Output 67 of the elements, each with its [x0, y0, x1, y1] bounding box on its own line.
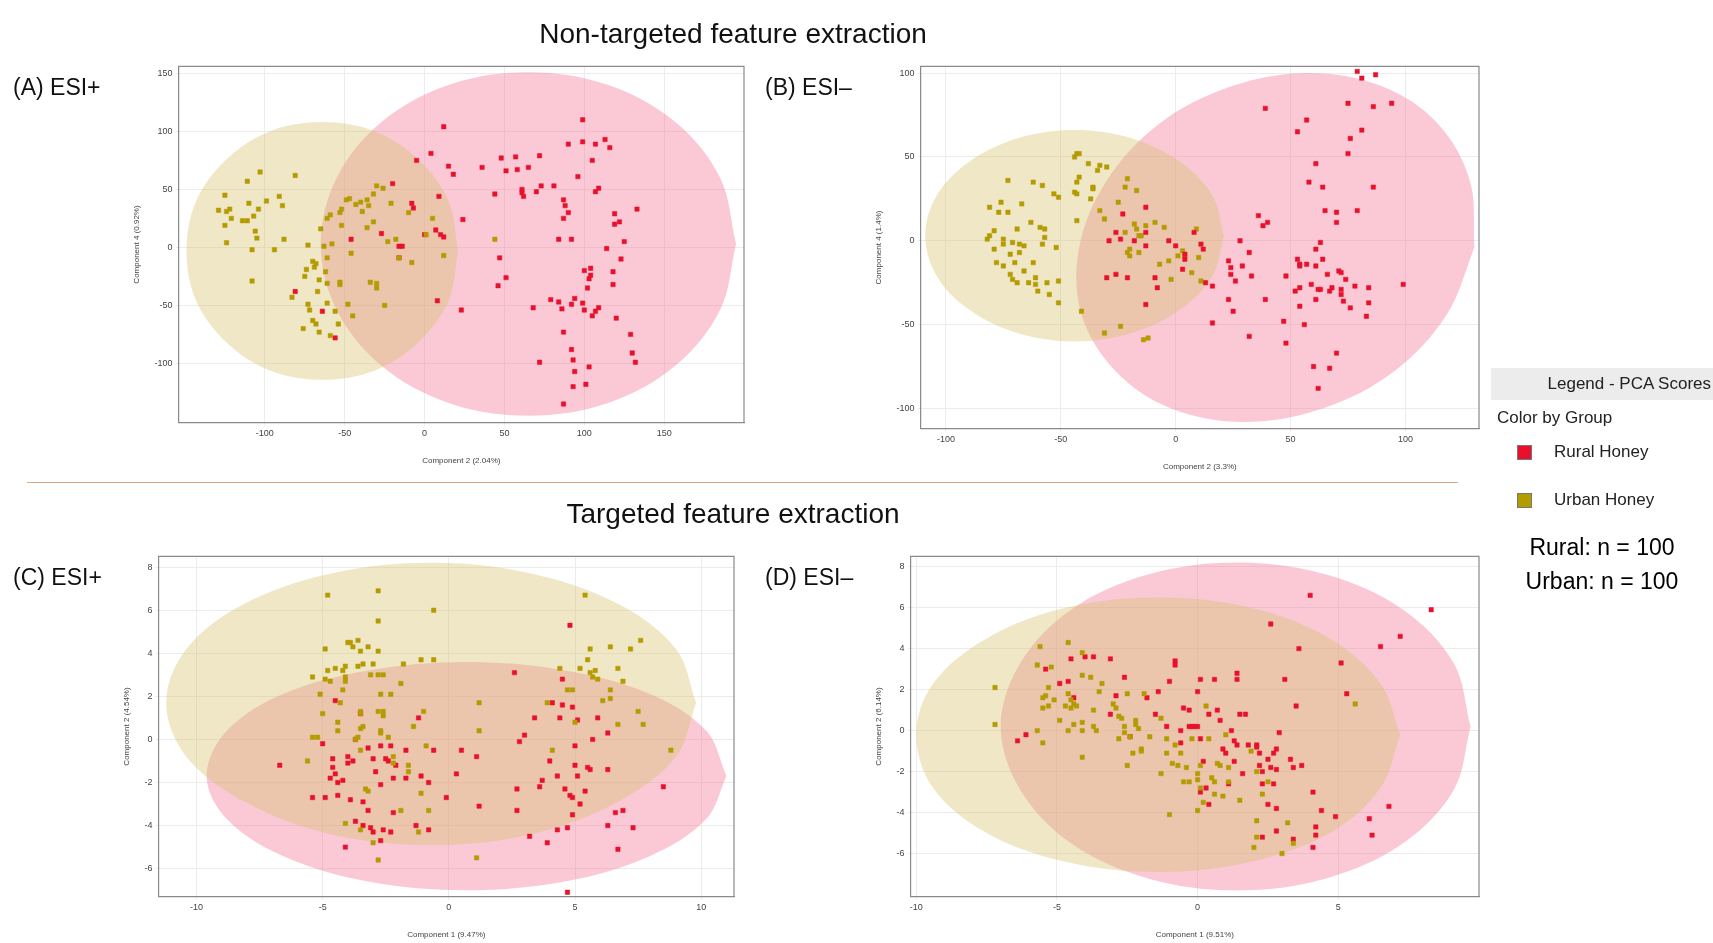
x-axis-title: Component 1 (9.47%)	[407, 930, 486, 940]
y-tick-label: -100	[154, 357, 173, 368]
chart-subtitle: (D) ESI–	[765, 564, 854, 591]
x-tick-label: 100	[576, 428, 592, 439]
x-tick-label: -10	[189, 902, 203, 913]
y-tick-label: -100	[896, 402, 915, 413]
x-tick-label: 0	[422, 428, 428, 439]
x-tick-label: 10	[696, 902, 707, 913]
y-tick-label: 0	[167, 241, 173, 252]
text: Urban: n = 100	[1524, 567, 1680, 596]
x-tick-label: 5	[1335, 902, 1341, 913]
legend-title: Legend - PCA Scores	[1491, 368, 1713, 400]
y-tick-label: -2	[896, 766, 905, 777]
x-axis-title: Component 1 (9.51%)	[1155, 930, 1235, 940]
y-tick-label: -4	[896, 807, 905, 818]
x-tick-label: 0	[1195, 902, 1201, 913]
y-axis-title: Component 2 (4.54%)	[122, 687, 131, 766]
x-tick-label: 50	[499, 428, 510, 439]
chart-subtitle: (B) ESI–	[765, 74, 852, 101]
y-tick-label: -50	[159, 299, 173, 310]
y-tick-label: 100	[157, 125, 173, 136]
text: Color by Group	[1496, 407, 1614, 428]
x-tick-label: -100	[255, 428, 274, 439]
y-tick-label: -50	[901, 319, 915, 330]
y-tick-label: 2	[899, 684, 905, 695]
x-tick-label: -100	[936, 434, 955, 445]
y-tick-label: 0	[899, 725, 905, 736]
text: Rural: n = 100	[1528, 533, 1676, 562]
x-tick-label: 0	[446, 902, 452, 913]
y-tick-label: 8	[147, 561, 153, 572]
x-tick-label: -5	[1052, 902, 1061, 913]
x-tick-label: 0	[1173, 434, 1179, 445]
chart-title: Targeted feature extraction	[565, 498, 901, 530]
legend-label: Rural Honey	[1554, 442, 1649, 462]
x-axis-title: Component 2 (3.3%)	[1162, 462, 1238, 472]
y-tick-label: -6	[144, 863, 153, 874]
y-tick-label: 100	[899, 67, 915, 78]
y-tick-label: -2	[144, 776, 153, 787]
y-tick-label: 150	[157, 67, 173, 78]
x-axis-title: Component 2 (2.04%)	[422, 456, 501, 466]
chart-subtitle: (A) ESI+	[13, 74, 101, 101]
y-tick-label: 2	[147, 690, 153, 701]
y-tick-label: 8	[899, 561, 905, 572]
y-tick-label: 50	[162, 183, 173, 194]
y-axis-title: Component 4 (1.4%)	[874, 210, 883, 285]
x-tick-label: -5	[318, 902, 327, 913]
y-tick-label: 6	[899, 602, 905, 613]
y-tick-label: 50	[904, 151, 915, 162]
chart-title: Non-targeted feature extraction	[538, 18, 928, 50]
x-tick-label: 150	[656, 428, 672, 439]
x-tick-label: -50	[1054, 434, 1068, 445]
x-tick-label: 50	[1285, 434, 1296, 445]
y-tick-label: 0	[909, 235, 915, 246]
x-tick-label: 100	[1397, 434, 1413, 445]
y-tick-label: -4	[144, 820, 153, 831]
y-tick-label: 6	[147, 604, 153, 615]
y-tick-label: -6	[896, 848, 905, 859]
x-tick-label: -10	[909, 902, 923, 913]
chart-subtitle: (C) ESI+	[13, 564, 102, 591]
x-tick-label: -50	[338, 428, 352, 439]
legend-label: Urban Honey	[1554, 490, 1655, 510]
y-tick-label: 0	[147, 733, 153, 744]
y-tick-label: 4	[899, 643, 905, 654]
x-tick-label: 5	[572, 902, 578, 913]
y-tick-label: 4	[147, 647, 153, 658]
y-axis-title: Component 4 (0.92%)	[132, 205, 141, 284]
y-axis-title: Component 2 (6.14%)	[874, 687, 883, 766]
